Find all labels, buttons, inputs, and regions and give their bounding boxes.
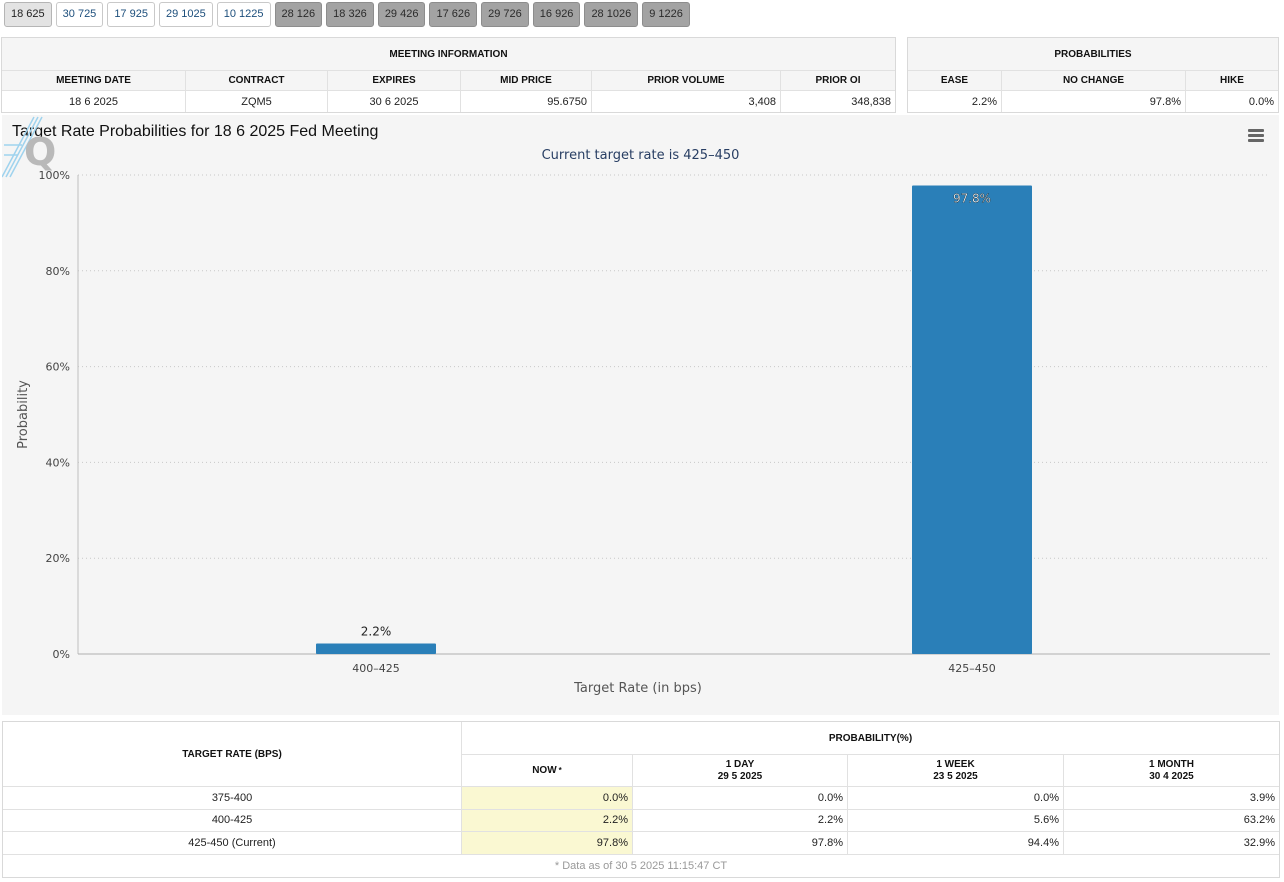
- probability-cell-day: 0.0%: [633, 787, 848, 810]
- x-axis-title: Target Rate (in bps): [573, 681, 702, 696]
- meeting-tab[interactable]: 18 625: [4, 2, 52, 27]
- meeting-tab[interactable]: 28 1026: [584, 2, 639, 27]
- one-month-label: 1 MONTH: [1149, 758, 1194, 770]
- prior-oi-value: 348,838: [851, 95, 891, 108]
- meeting-tab[interactable]: 18 326: [326, 2, 374, 27]
- meeting-tab[interactable]: 29 426: [377, 2, 426, 27]
- hike-value: 0.0%: [1248, 95, 1274, 108]
- col-ease: EASE: [908, 71, 1002, 91]
- col-expires: EXPIRES: [328, 71, 461, 91]
- col-mid-price: MID PRICE: [461, 71, 592, 91]
- hamburger-menu-icon[interactable]: [1248, 129, 1264, 143]
- meeting-tab[interactable]: 29 1025: [158, 2, 213, 27]
- y-tick-label: 60%: [46, 361, 70, 374]
- bar: [912, 185, 1032, 654]
- target-rate-header: TARGET RATE (BPS): [3, 722, 462, 787]
- now-label: NOW: [532, 765, 557, 776]
- y-axis-title: Probability: [16, 380, 31, 449]
- meeting-tab[interactable]: 9 1226: [642, 2, 690, 27]
- data-timestamp-footer: * Data as of 30 5 2025 11:15:47 CT: [554, 860, 728, 872]
- target-rate-chart: Target Rate Probabilities for 18 6 2025 …: [2, 115, 1279, 715]
- probability-cell-month: 63.2%: [1064, 810, 1279, 832]
- probability-cell-month: 32.9%: [1064, 832, 1279, 855]
- probability-cell-week: 5.6%: [848, 809, 1064, 832]
- col-hike: HIKE: [1186, 71, 1278, 91]
- quikstrike-logo-icon: Q: [2, 116, 56, 178]
- meeting-tab[interactable]: 17 925: [107, 2, 155, 27]
- mid-price-value: 95.6750: [461, 91, 592, 112]
- col-prior-oi: PRIOR OI: [781, 71, 895, 91]
- y-tick-label: 80%: [46, 265, 70, 278]
- meeting-tab[interactable]: 17 626: [429, 2, 478, 27]
- col-meeting-date: MEETING DATE: [2, 71, 186, 91]
- meeting-information-title: MEETING INFORMATION: [2, 38, 895, 71]
- probability-history-table: TARGET RATE (BPS) PROBABILITY(%) NOW * 1 …: [2, 721, 1280, 878]
- chart-plot: 0% 20% 40% 60% 80% 100% 2.2% 400–425 97.8% 425–45…: [16, 169, 1270, 696]
- probability-header: PROBABILITY(%): [462, 722, 1279, 755]
- y-tick-label: 100%: [39, 169, 70, 182]
- y-tick-label: 0%: [53, 648, 70, 661]
- probability-cell-day: 97.8%: [633, 832, 848, 855]
- now-column-header: NOW *: [462, 755, 633, 787]
- meeting-tab[interactable]: 30 725: [55, 2, 104, 27]
- meeting-tab[interactable]: 29 726: [481, 2, 529, 27]
- one-day-date: 29 5 2025: [717, 770, 763, 782]
- chart-subtitle: Current target rate is 425–450: [541, 148, 740, 163]
- x-tick-label: 425–450: [948, 662, 996, 675]
- probability-cell-now: 2.2%: [462, 809, 633, 832]
- col-prior-volume: PRIOR VOLUME: [592, 71, 781, 91]
- y-tick-label: 20%: [46, 552, 70, 565]
- probability-cell-now: 97.8%: [462, 832, 633, 855]
- bar-data-label: 97.8%: [953, 192, 991, 206]
- one-month-date: 30 4 2025: [1149, 770, 1194, 782]
- probabilities-title: PROBABILITIES: [908, 38, 1278, 71]
- one-week-label: 1 WEEK: [936, 758, 975, 770]
- bar-data-label: 2.2%: [361, 624, 392, 638]
- one-week-date: 23 5 2025: [933, 770, 978, 782]
- probability-cell-week: 0.0%: [848, 787, 1064, 810]
- now-asterisk: *: [558, 766, 562, 775]
- probabilities-panel: PROBABILITIES EASE NO CHANGE HIKE 2.2% 9…: [907, 37, 1279, 113]
- meeting-date-value: 18 6 2025: [2, 91, 186, 112]
- probability-cell-month: 3.9%: [1064, 787, 1279, 810]
- one-day-column-header: 1 DAY 29 5 2025: [633, 755, 848, 787]
- y-tick-label: 40%: [46, 456, 70, 469]
- one-day-label: 1 DAY: [725, 758, 755, 770]
- target-rate-cell: 375-400: [3, 787, 462, 810]
- target-rate-cell: 400-425: [3, 809, 462, 832]
- expires-value: 30 6 2025: [328, 91, 461, 112]
- bar: [316, 643, 436, 654]
- x-tick-label: 400–425: [352, 662, 400, 675]
- ease-value: 2.2%: [908, 91, 1002, 112]
- meeting-tabs: 18 625 30 725 17 925 29 1025 10 1225 28 126 18…: [4, 2, 690, 28]
- svg-text:Q: Q: [24, 130, 56, 174]
- one-month-column-header: 1 MONTH 30 4 2025: [1064, 755, 1279, 787]
- prior-volume-value: 3,408: [592, 91, 781, 112]
- probability-cell-now: 0.0%: [462, 787, 633, 810]
- no-change-value: 97.8%: [1002, 91, 1186, 112]
- col-contract: CONTRACT: [186, 71, 328, 91]
- col-no-change: NO CHANGE: [1002, 71, 1186, 91]
- target-rate-cell: 425-450 (Current): [3, 832, 462, 855]
- meeting-tab[interactable]: 16 926: [532, 2, 581, 27]
- meeting-tab[interactable]: 28 126: [274, 2, 323, 27]
- probability-cell-day: 2.2%: [633, 809, 848, 832]
- chart-title: Target Rate Probabilities for 18 6 2025 …: [12, 123, 379, 140]
- probability-cell-week: 94.4%: [848, 832, 1064, 855]
- contract-value: ZQM5: [186, 91, 328, 112]
- meeting-tab[interactable]: 10 1225: [216, 2, 271, 27]
- one-week-column-header: 1 WEEK 23 5 2025: [848, 755, 1064, 787]
- meeting-information-panel: MEETING INFORMATION MEETING DATE CONTRAC…: [1, 37, 896, 113]
